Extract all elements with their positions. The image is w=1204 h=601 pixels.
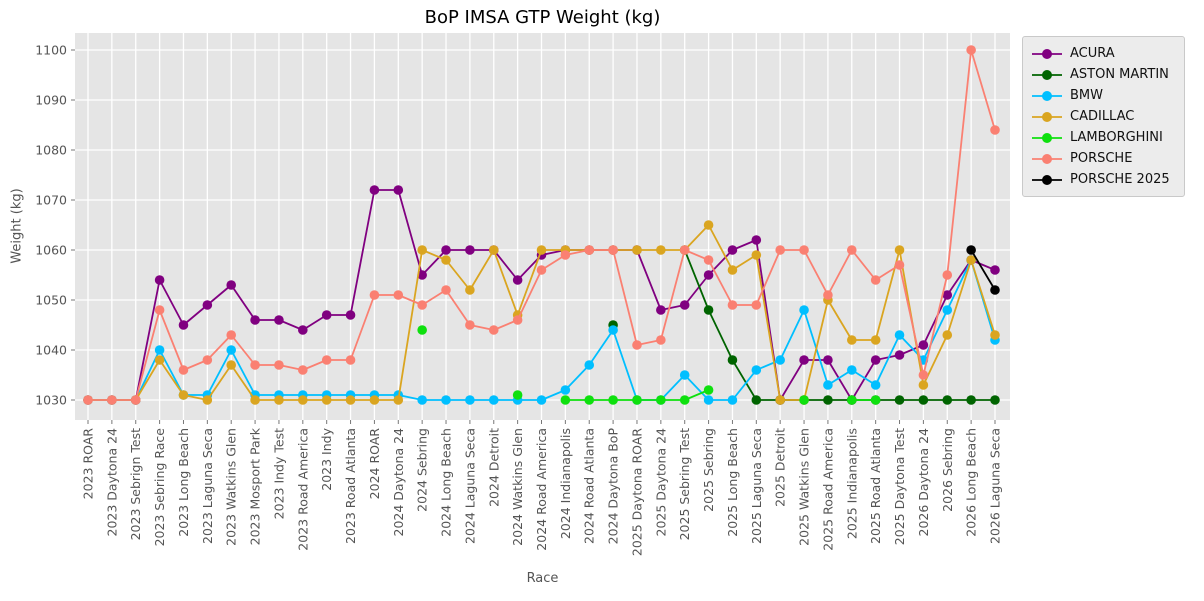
svg-text:2024 Daytona 24: 2024 Daytona 24 (391, 428, 406, 537)
legend-label: ACURA (1070, 46, 1115, 61)
svg-text:1090: 1090 (35, 93, 67, 108)
x-tick-labels: 2023 ROAR 2023 Daytona 24 2023 Sebrign Tes… (81, 420, 1003, 556)
legend-swatch (1032, 153, 1062, 164)
series-lamborghini (417, 325, 881, 405)
svg-text:2023 Road America: 2023 Road America (295, 428, 310, 551)
svg-text:1080: 1080 (35, 143, 67, 158)
svg-text:2023 ROAR: 2023 ROAR (81, 428, 96, 500)
legend-item-aston-martin: ASTON MARTIN (1031, 65, 1170, 84)
legend-swatch (1032, 174, 1062, 185)
x-axis-label: Race (526, 571, 559, 586)
svg-text:2024 Long Beach: 2024 Long Beach (439, 428, 454, 537)
legend-label: ASTON MARTIN (1070, 67, 1169, 82)
svg-text:2024 Daytona BoP: 2024 Daytona BoP (606, 428, 621, 545)
series-porsche-2025 (966, 245, 1000, 295)
svg-text:2023 Daytona 24: 2023 Daytona 24 (104, 428, 119, 537)
legend-swatch (1032, 90, 1062, 101)
svg-text:2024 Laguna Seca: 2024 Laguna Seca (462, 428, 477, 544)
svg-text:2025 Indianapolis: 2025 Indianapolis (844, 428, 859, 539)
legend-label: PORSCHE (1070, 151, 1133, 166)
svg-text:1070: 1070 (35, 193, 67, 208)
svg-text:2023 Road Atlanta: 2023 Road Atlanta (343, 428, 358, 544)
svg-text:2026 Long Beach: 2026 Long Beach (964, 428, 979, 537)
y-tick-labels: 1030 1040 1050 1060 1070 1080 1090 1100 (35, 43, 75, 408)
legend-swatch (1032, 111, 1062, 122)
legend-item-acura: ACURA (1031, 44, 1170, 63)
legend-item-cadillac: CADILLAC (1031, 107, 1170, 126)
svg-text:1030: 1030 (35, 393, 67, 408)
series-lines (83, 45, 1000, 405)
svg-text:2023 Mosport Park: 2023 Mosport Park (248, 427, 263, 545)
y-axis-label: Weight (kg) (9, 188, 25, 264)
plot-background (75, 33, 1010, 420)
svg-text:1100: 1100 (35, 43, 67, 58)
svg-text:2024 Road America: 2024 Road America (534, 428, 549, 551)
svg-text:2023 Sebrign Test: 2023 Sebrign Test (128, 428, 143, 541)
svg-text:2025 Daytona 24: 2025 Daytona 24 (653, 428, 668, 537)
svg-text:2024 Detroit: 2024 Detroit (486, 428, 501, 507)
svg-text:1060: 1060 (35, 243, 67, 258)
svg-text:2024 ROAR: 2024 ROAR (367, 428, 382, 500)
legend-item-porsche-2025: PORSCHE 2025 (1031, 170, 1170, 189)
svg-text:2023 Indy: 2023 Indy (319, 427, 334, 490)
chart-title: BoP IMSA GTP Weight (kg) (424, 7, 661, 28)
svg-text:2023 Laguna Seca: 2023 Laguna Seca (200, 428, 215, 544)
svg-text:2025 Road America: 2025 Road America (820, 428, 835, 551)
svg-text:2024 Road Atlanta: 2024 Road Atlanta (582, 428, 597, 544)
series-porsche (83, 45, 1000, 405)
svg-text:2023 Watkins Glen: 2023 Watkins Glen (224, 428, 239, 546)
legend-label: LAMBORGHINI (1070, 130, 1163, 145)
legend-item-lamborghini: LAMBORGHINI (1031, 128, 1170, 147)
legend-item-porsche: PORSCHE (1031, 149, 1170, 168)
svg-text:2025 Road Atlanta: 2025 Road Atlanta (868, 428, 883, 544)
svg-text:2025 Long Beach: 2025 Long Beach (725, 428, 740, 537)
legend-label: CADILLAC (1070, 109, 1135, 124)
svg-text:2025 Laguna Seca: 2025 Laguna Seca (749, 428, 764, 544)
svg-text:2023 Indy Test: 2023 Indy Test (271, 428, 286, 519)
svg-text:2024 Watkins Glen: 2024 Watkins Glen (510, 428, 525, 546)
legend: ACURA ASTON MARTIN BMW CADILLAC LAMBORGHINI P… (1022, 36, 1185, 197)
svg-text:2026 Laguna Seca: 2026 Laguna Seca (988, 428, 1003, 544)
svg-text:2025 Sebring: 2025 Sebring (701, 428, 716, 512)
legend-swatch (1032, 132, 1062, 143)
svg-text:2025 Daytona ROAR: 2025 Daytona ROAR (629, 428, 644, 556)
legend-swatch (1032, 69, 1062, 80)
svg-text:2023 Long Beach: 2023 Long Beach (176, 428, 191, 537)
svg-text:2025 Watkins Glen: 2025 Watkins Glen (797, 428, 812, 546)
svg-text:2025 Detroit: 2025 Detroit (773, 428, 788, 507)
svg-text:2025 Sebring Test: 2025 Sebring Test (677, 428, 692, 541)
svg-text:2023 Sebring Race: 2023 Sebring Race (152, 428, 167, 547)
svg-text:2024 Indianapolis: 2024 Indianapolis (558, 428, 573, 539)
svg-text:2025 Daytona Test: 2025 Daytona Test (892, 428, 907, 545)
svg-text:2024 Sebring: 2024 Sebring (415, 428, 430, 512)
svg-text:1040: 1040 (35, 343, 67, 358)
legend-label: PORSCHE 2025 (1070, 172, 1170, 187)
legend-item-bmw: BMW (1031, 86, 1170, 105)
legend-label: BMW (1070, 88, 1103, 103)
legend-swatch (1032, 48, 1062, 59)
svg-text:1050: 1050 (35, 293, 67, 308)
svg-text:2026 Daytona 24: 2026 Daytona 24 (916, 428, 931, 537)
svg-text:2026 Sebring: 2026 Sebring (940, 428, 955, 512)
